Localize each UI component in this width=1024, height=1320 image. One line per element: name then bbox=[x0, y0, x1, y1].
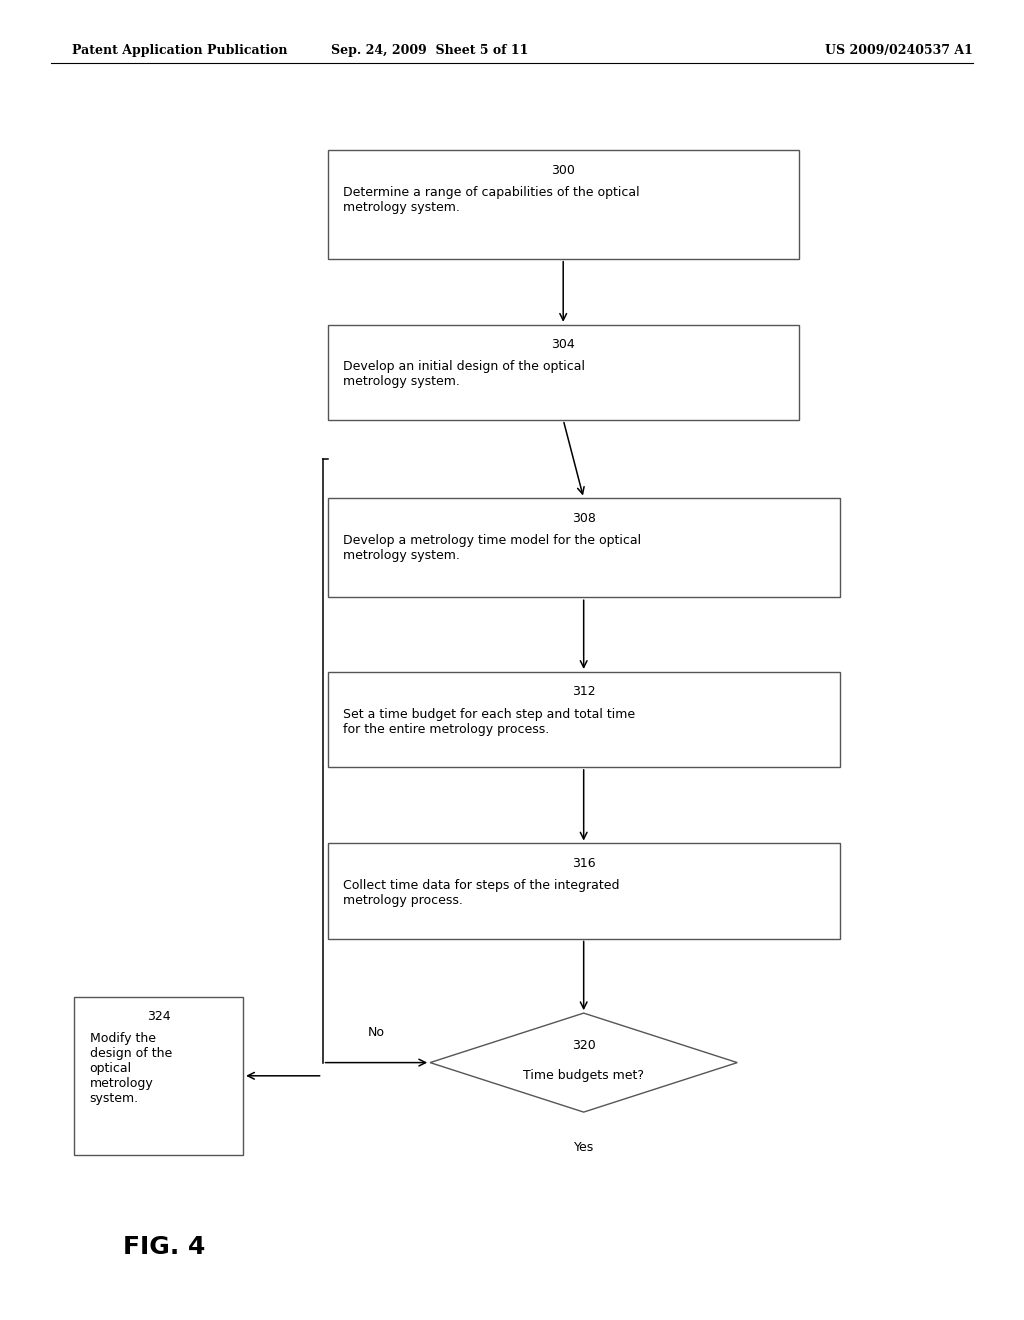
Text: Yes: Yes bbox=[573, 1140, 594, 1154]
Text: 320: 320 bbox=[571, 1039, 596, 1052]
Text: 316: 316 bbox=[571, 857, 596, 870]
Bar bbox=[74, 997, 244, 1155]
Text: Sep. 24, 2009  Sheet 5 of 11: Sep. 24, 2009 Sheet 5 of 11 bbox=[332, 44, 528, 57]
Text: Set a time budget for each step and total time
for the entire metrology process.: Set a time budget for each step and tota… bbox=[343, 708, 635, 735]
Text: 324: 324 bbox=[146, 1010, 171, 1023]
Text: Modify the
design of the
optical
metrology
system.: Modify the design of the optical metrolo… bbox=[90, 1032, 172, 1105]
Bar bbox=[328, 672, 840, 767]
Text: 308: 308 bbox=[571, 512, 596, 524]
Text: 304: 304 bbox=[551, 338, 575, 351]
Bar bbox=[328, 150, 799, 259]
Text: Determine a range of capabilities of the optical
metrology system.: Determine a range of capabilities of the… bbox=[343, 186, 640, 214]
Text: Patent Application Publication: Patent Application Publication bbox=[72, 44, 287, 57]
Polygon shape bbox=[430, 1014, 737, 1111]
Text: FIG. 4: FIG. 4 bbox=[123, 1236, 205, 1259]
Text: 312: 312 bbox=[571, 685, 596, 698]
Text: 300: 300 bbox=[551, 164, 575, 177]
Text: Collect time data for steps of the integrated
metrology process.: Collect time data for steps of the integ… bbox=[343, 879, 620, 907]
Text: Develop a metrology time model for the optical
metrology system.: Develop a metrology time model for the o… bbox=[343, 535, 641, 562]
Bar bbox=[328, 843, 840, 939]
Bar bbox=[328, 499, 840, 597]
Text: Develop an initial design of the optical
metrology system.: Develop an initial design of the optical… bbox=[343, 360, 585, 388]
Text: Time budgets met?: Time budgets met? bbox=[523, 1069, 644, 1082]
Text: No: No bbox=[368, 1026, 385, 1039]
Bar bbox=[328, 325, 799, 420]
Text: US 2009/0240537 A1: US 2009/0240537 A1 bbox=[825, 44, 973, 57]
